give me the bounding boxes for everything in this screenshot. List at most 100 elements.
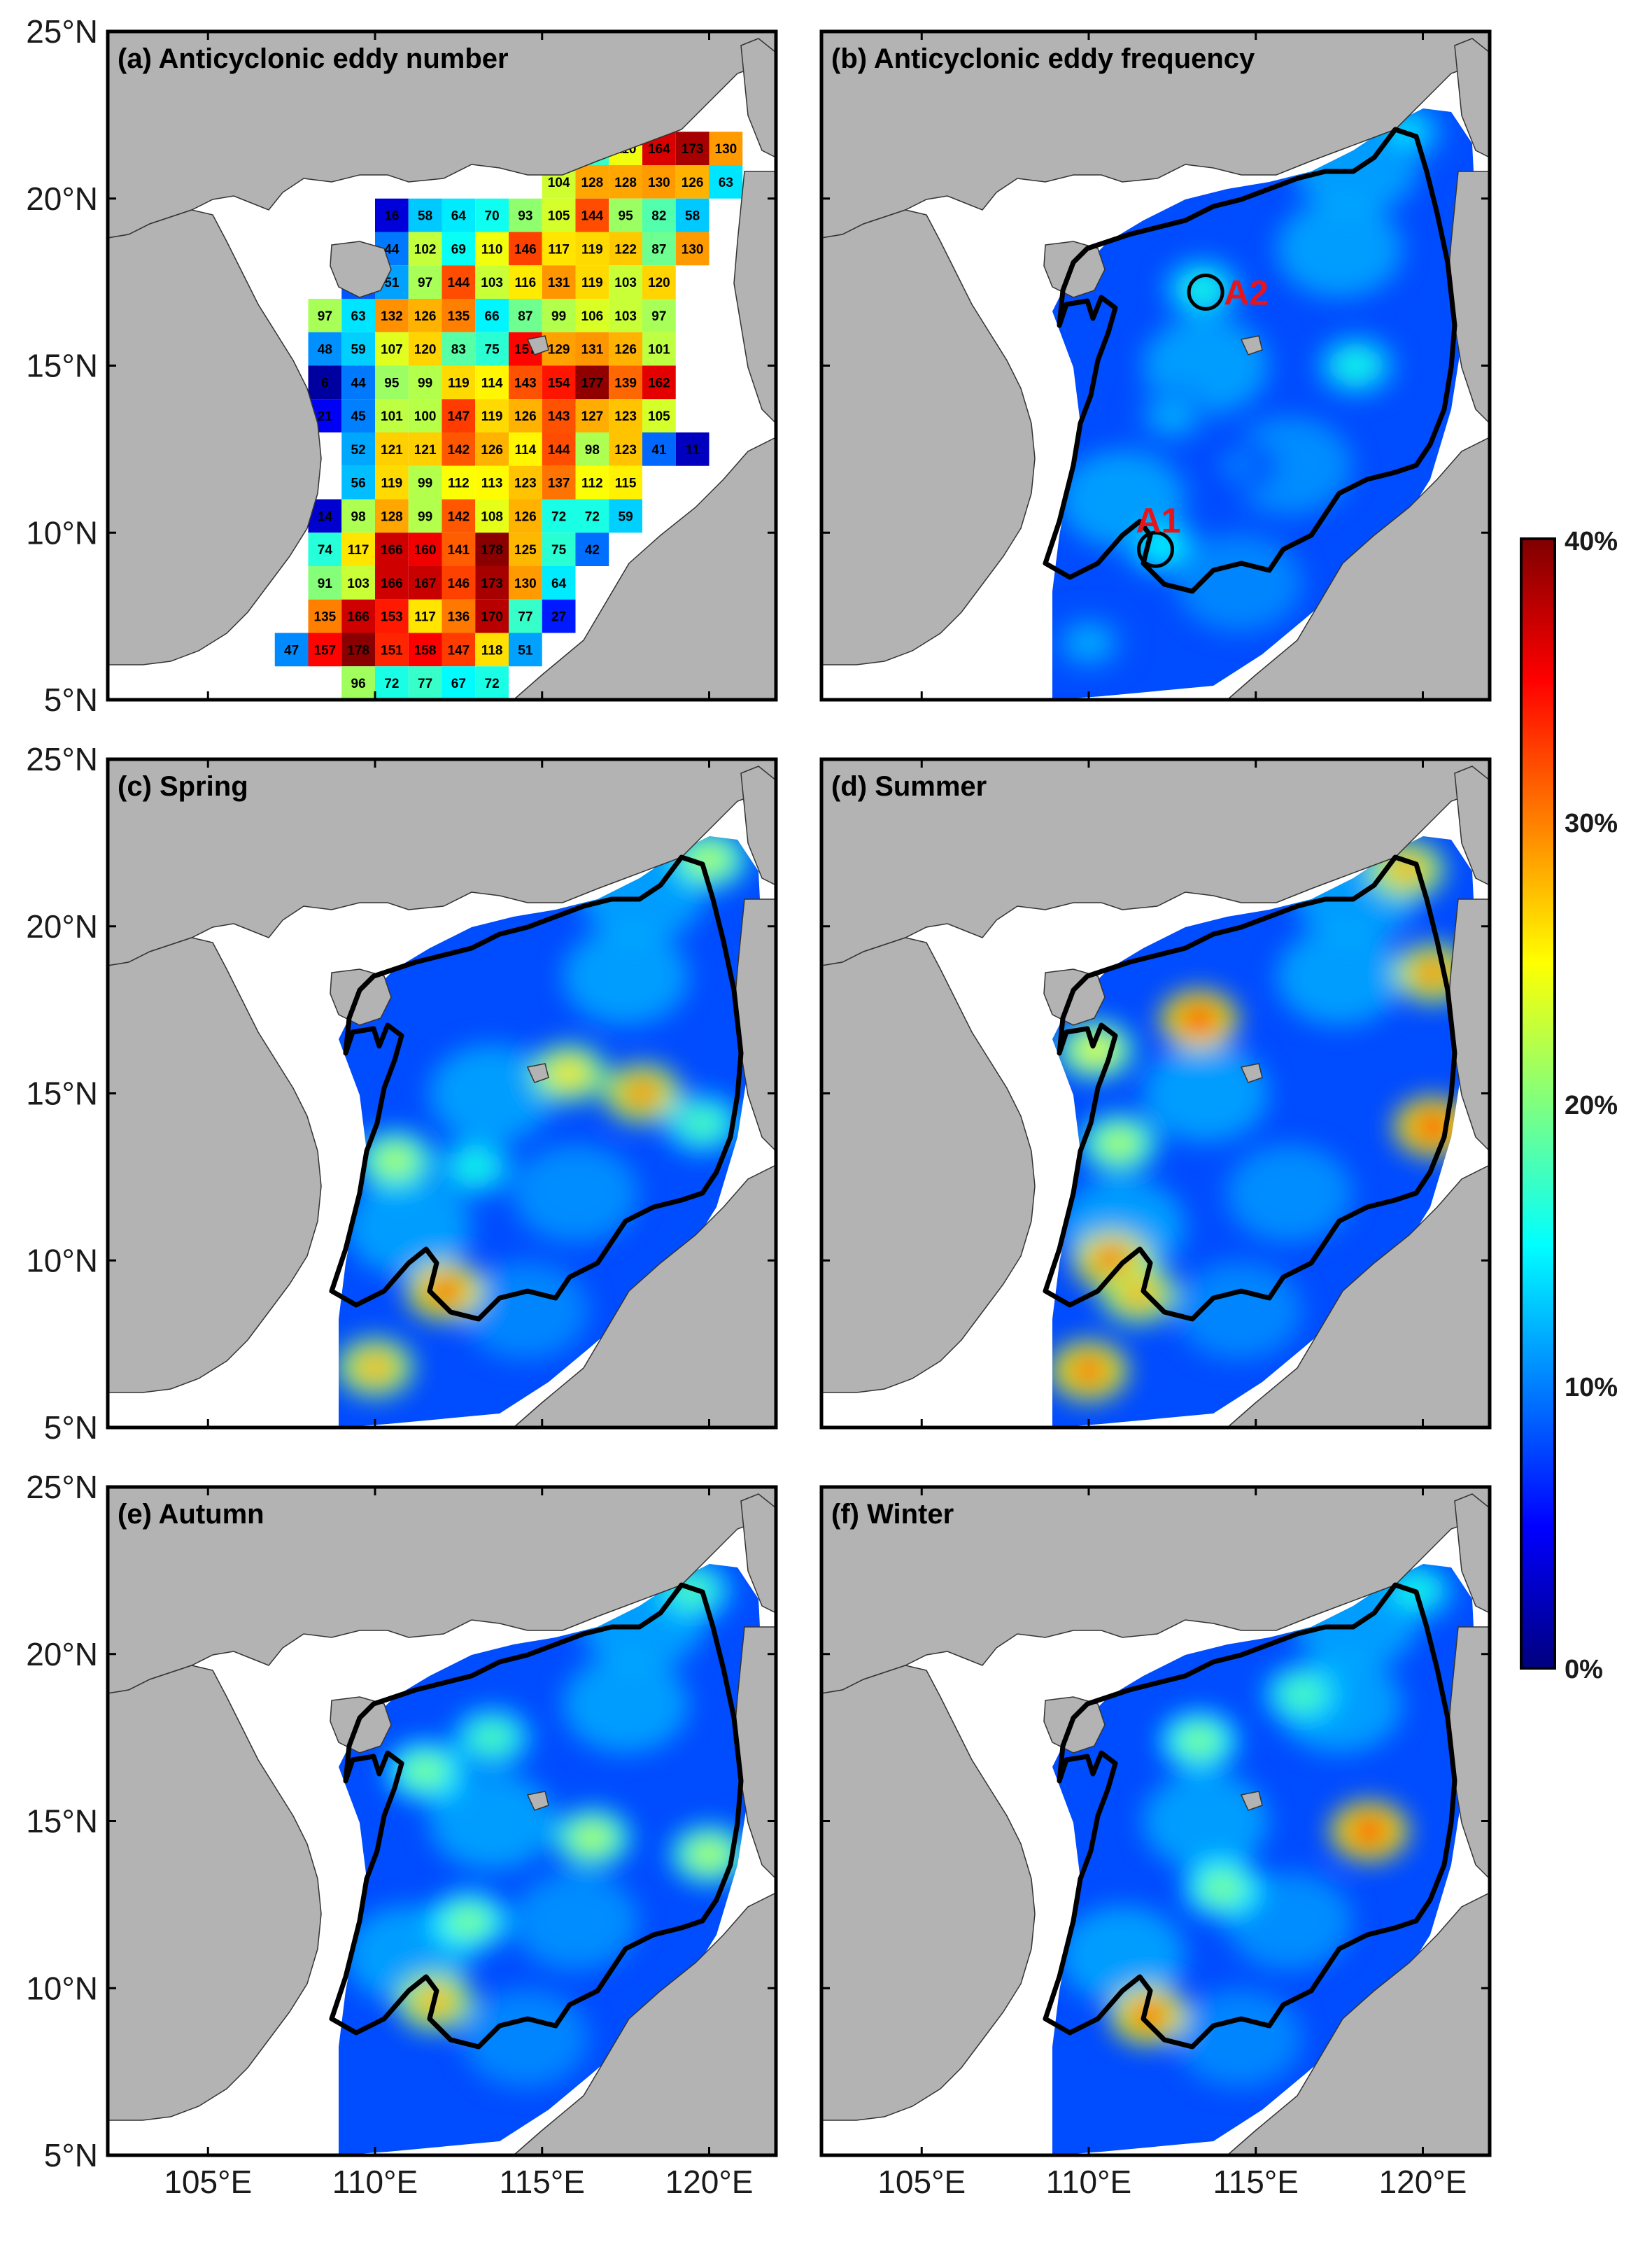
heatmap-cell — [509, 465, 542, 500]
heatmap-cell — [475, 399, 509, 432]
hotspot-core — [1074, 1034, 1117, 1066]
land-mass — [330, 1696, 392, 1754]
heatmap-cell — [375, 432, 409, 466]
lat-tick-label: 25°N — [26, 1469, 98, 1505]
heatmap-cell-value: 58 — [418, 209, 432, 224]
heatmap-cell — [475, 299, 509, 332]
heatmap-cell-value: 106 — [581, 309, 604, 324]
lon-tick-label: 110°E — [1046, 2164, 1131, 2200]
heatmap-cell-value: 154 — [548, 376, 570, 390]
lon-tick-label: 120°E — [1379, 2164, 1467, 2200]
heatmap-cell-value: 141 — [448, 543, 470, 558]
hotspot-core — [1201, 1873, 1243, 1903]
heatmap-cell — [442, 299, 476, 332]
heatmap-cell-value: 122 — [614, 242, 637, 257]
heatmap-cell-value: 105 — [548, 209, 570, 224]
heatmap-cell — [575, 232, 609, 266]
heatmap-cell — [709, 132, 743, 165]
heatmap-cell — [308, 332, 342, 366]
heatmap-cell — [341, 465, 375, 500]
heatmap-cell — [609, 499, 642, 533]
heatmap-cell — [509, 198, 542, 232]
heatmap-cell — [442, 432, 476, 466]
heatmap-cell — [509, 232, 542, 266]
heatmap-cell-value: 164 — [648, 142, 670, 157]
heatmap-cell-value: 6 — [321, 376, 329, 390]
heatmap-cell — [341, 332, 375, 366]
heatmap-cell-value: 72 — [384, 677, 399, 691]
heatmap-cell — [475, 533, 509, 566]
panel-f: 105°E 110°E 115°E 120°E (f) Winter — [819, 1485, 1492, 2200]
heatmap-cell-value: 130 — [715, 142, 737, 157]
heatmap-cell — [341, 432, 375, 466]
heatmap-cell — [375, 465, 409, 500]
field-patch — [1143, 1772, 1269, 1870]
heatmap-cell-value: 117 — [548, 242, 570, 257]
heatmap-cell — [475, 666, 509, 700]
field-patch — [563, 1655, 689, 1754]
heatmap-cell — [341, 499, 375, 533]
lon-tick-label: 115°E — [1213, 2164, 1299, 2200]
heatmap-cell-value: 136 — [448, 610, 470, 625]
heatmap-cell-value: 101 — [648, 343, 670, 358]
heatmap-cell — [609, 332, 642, 366]
heatmap-cell-value: 167 — [414, 577, 437, 591]
hotspot-core — [1097, 1128, 1140, 1159]
heatmap-cell — [509, 499, 542, 533]
heatmap-cell — [609, 165, 642, 199]
heatmap-cell-value: 104 — [548, 176, 570, 190]
land-mass — [821, 1665, 1036, 2121]
heatmap-cell — [542, 599, 576, 633]
heatmap-cell — [375, 499, 409, 533]
heatmap-cell — [509, 432, 542, 466]
heatmap-cell — [475, 265, 509, 299]
field-patch — [1176, 1989, 1302, 2087]
heatmap-cell — [475, 465, 509, 500]
heatmap-cell — [642, 332, 676, 366]
heatmap-cell — [575, 399, 609, 432]
lat-tick-label: 15°N — [26, 348, 98, 384]
heatmap-cell-value: 119 — [381, 477, 403, 491]
heatmap-cell-value: 144 — [581, 209, 604, 224]
heatmap-cell-value: 64 — [451, 209, 467, 224]
heatmap-cell — [575, 198, 609, 232]
heatmap-cell — [442, 533, 476, 566]
axis-ticks — [108, 1486, 776, 2157]
heatmap-cell-value: 59 — [351, 343, 366, 358]
basin-outline — [329, 1582, 744, 2050]
heatmap-cell-value: 72 — [551, 509, 566, 524]
heatmap-cell-value: 115 — [615, 477, 637, 491]
heatmap-cell — [642, 365, 676, 400]
heatmap-cell-value: 126 — [481, 443, 503, 458]
heatmap-cell — [575, 365, 609, 400]
heatmap-cell-value: 87 — [518, 309, 532, 324]
heatmap-cell — [375, 666, 409, 700]
heatmap-cell-value: 127 — [581, 409, 604, 424]
heatmap-cell — [375, 633, 409, 667]
heatmap-cell-value: 105 — [648, 409, 670, 424]
land-mass — [821, 209, 1036, 665]
heatmap-cell — [642, 198, 676, 232]
lon-tick-label: 115°E — [500, 2164, 585, 2200]
heatmap-cell — [575, 533, 609, 566]
heatmap-cell — [475, 198, 509, 232]
land-mass — [107, 209, 322, 665]
heatmap-cell-value: 178 — [481, 543, 503, 558]
marker-a1-circle — [1137, 530, 1174, 568]
heatmap-cell — [442, 599, 476, 633]
heatmap-cell — [675, 132, 709, 165]
heatmap-cell — [408, 432, 442, 466]
heatmap-cell — [442, 465, 476, 500]
heatmap-cell — [542, 232, 576, 266]
heatmap-cell — [442, 566, 476, 600]
lat-tick-label: 25°N — [26, 741, 98, 777]
lat-tick-label: 10°N — [26, 1970, 98, 2006]
heatmap-cell-value: 132 — [381, 309, 403, 324]
heatmap-cell — [375, 365, 409, 400]
heatmap-cell-value: 95 — [619, 209, 634, 224]
heatmap-cell — [375, 599, 409, 633]
heatmap-cell — [408, 198, 442, 232]
heatmap-cell — [341, 399, 375, 432]
lat-tick-label: 10°N — [26, 1242, 98, 1278]
hotspot-core — [1068, 1355, 1110, 1386]
